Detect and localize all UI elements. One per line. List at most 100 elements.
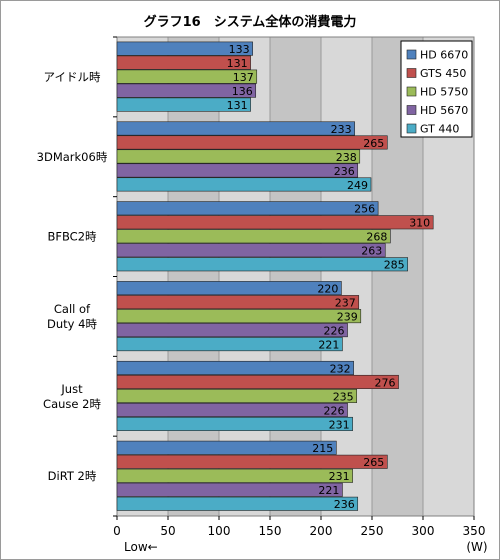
x-tick-label: 100 [208,524,231,538]
category-label: BFBC2時 [47,230,97,244]
data-label: 226 [324,324,345,337]
bar [116,388,357,403]
x-axis-unit-label: (W) [466,540,487,554]
data-label: 236 [334,498,355,511]
bar [116,496,359,511]
data-labels: 1331311371361312332652382362492563102682… [227,43,431,511]
category-label: DiRT 2時 [48,469,97,483]
legend-label: HD 5670 [420,104,468,117]
bar [116,309,362,324]
bar [116,97,251,112]
bar [116,337,343,352]
category-label: Call of [54,302,91,316]
x-axis: 0 50 100 150 200 250 300 350 [113,516,485,538]
bar [116,55,251,70]
data-label: 131 [227,57,248,70]
data-label: 238 [336,151,357,164]
data-label: 285 [384,259,405,272]
bar [116,416,353,431]
data-label: 276 [375,376,396,389]
data-label: 136 [232,85,253,98]
x-tick-label: 150 [259,524,282,538]
bar [116,163,359,178]
x-tick-label: 50 [160,524,175,538]
data-label: 215 [312,442,333,455]
bar [116,229,391,244]
bar [116,323,348,338]
bar [116,121,355,136]
data-label: 263 [361,245,382,258]
data-label: 268 [366,231,387,244]
plot-band [270,37,321,516]
category-label: アイドル時 [44,70,101,84]
category-label: 3DMark06時 [37,150,108,164]
data-label: 231 [329,418,350,431]
x-tick-label: 200 [310,524,333,538]
bar [116,201,379,216]
bar [116,360,354,375]
data-label: 237 [335,296,356,309]
data-label: 221 [318,338,339,351]
data-label: 221 [318,484,339,497]
data-label: 131 [227,99,248,112]
category-label: Just [60,382,83,396]
chart-title: グラフ16 システム全体の消費電力 [144,14,357,30]
bar [116,374,399,389]
bar [116,149,361,164]
bar [116,257,409,272]
data-label: 226 [324,404,345,417]
legend: HD 6670 GTS 450 HD 5750 HD 5670 GT 440 [400,40,473,138]
bar [116,281,342,296]
legend-label: HD 5750 [420,86,468,99]
legend-swatch [406,49,417,60]
legend-swatch [406,105,417,115]
data-label: 133 [229,43,250,56]
x-tick-label: 0 [113,524,121,538]
bar-series-group [116,41,434,511]
bar [116,69,258,84]
legend-label: GT 440 [420,123,459,136]
legend-swatch [406,68,417,78]
data-label: 265 [363,456,384,469]
data-label: 236 [334,165,355,178]
category-label: Duty 4時 [47,317,97,331]
bar [116,468,353,483]
data-label: 235 [333,390,354,403]
bar [116,41,253,56]
legend-swatch [406,86,417,97]
x-axis-label-low: Low← [124,540,158,554]
legend-swatch [406,123,417,134]
data-label: 220 [317,282,338,295]
data-label: 233 [331,123,352,136]
x-tick-label: 350 [463,524,486,538]
category-label: Cause 2時 [43,397,101,411]
data-label: 137 [233,71,254,84]
data-label: 256 [354,203,375,216]
plot-band [321,37,372,516]
bar [116,177,372,192]
x-tick-label: 250 [361,524,384,538]
bar [116,482,343,497]
bar [116,440,337,455]
legend-label: GTS 450 [420,67,466,80]
plot-band [219,37,270,516]
bar [116,215,434,230]
bar [116,402,348,417]
data-label: 310 [409,217,430,230]
bar [116,295,360,310]
data-label: 232 [330,362,351,375]
x-tick-label: 300 [412,524,435,538]
bar [116,135,388,150]
bar [116,83,257,98]
plot-band [168,37,219,516]
data-label: 239 [337,310,358,323]
data-label: 265 [363,137,384,150]
bar [116,454,388,469]
plot-band [117,37,168,516]
bar [116,243,386,258]
data-label: 249 [347,179,368,192]
legend-label: HD 6670 [420,49,468,62]
data-label: 231 [329,470,350,483]
